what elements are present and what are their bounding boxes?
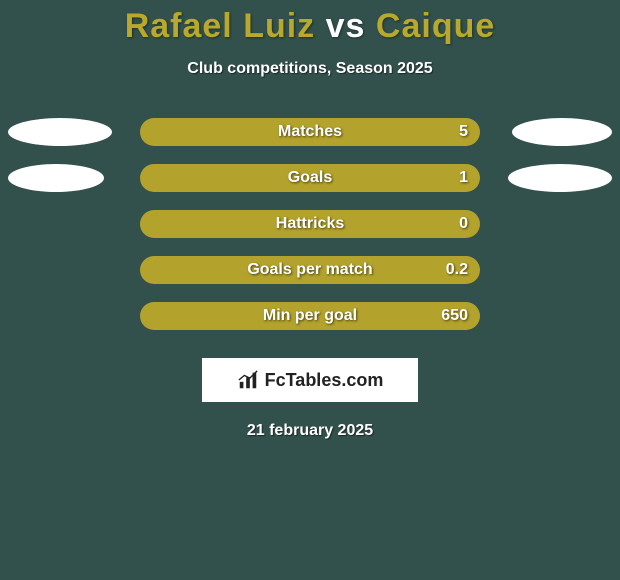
player2-name: Caique	[376, 7, 495, 45]
stat-row: Min per goal 650	[0, 302, 620, 330]
stat-bar: Matches 5	[140, 118, 480, 146]
stat-bar: Goals per match 0.2	[140, 256, 480, 284]
stat-value: 0	[459, 215, 468, 233]
stat-rows: Matches 5 Goals 1 Hattricks 0 Goals per …	[0, 118, 620, 330]
stat-label: Hattricks	[276, 215, 344, 233]
stat-row: Matches 5	[0, 118, 620, 146]
logo-box: FcTables.com	[202, 358, 418, 402]
stat-label: Goals	[288, 169, 332, 187]
stat-label: Matches	[278, 123, 342, 141]
bar-chart-icon	[237, 369, 259, 391]
left-ellipse	[8, 164, 104, 192]
stat-value: 5	[459, 123, 468, 141]
stat-row: Hattricks 0	[0, 210, 620, 238]
stat-value: 650	[441, 307, 468, 325]
stat-value: 0.2	[446, 261, 468, 279]
vs-text: vs	[326, 7, 366, 45]
stat-label: Min per goal	[263, 307, 357, 325]
subtitle: Club competitions, Season 2025	[0, 60, 620, 78]
comparison-card: Rafael Luiz vs Caique Club competitions,…	[0, 0, 620, 580]
right-ellipse	[508, 164, 612, 192]
stat-label: Goals per match	[247, 261, 372, 279]
stat-bar: Goals 1	[140, 164, 480, 192]
stat-row: Goals per match 0.2	[0, 256, 620, 284]
page-title: Rafael Luiz vs Caique	[0, 7, 620, 46]
stat-bar: Min per goal 650	[140, 302, 480, 330]
player1-name: Rafael Luiz	[125, 7, 315, 45]
date-text: 21 february 2025	[0, 422, 620, 440]
stat-bar: Hattricks 0	[140, 210, 480, 238]
stat-value: 1	[459, 169, 468, 187]
stat-row: Goals 1	[0, 164, 620, 192]
logo-text: FcTables.com	[265, 370, 384, 391]
left-ellipse	[8, 118, 112, 146]
right-ellipse	[512, 118, 612, 146]
